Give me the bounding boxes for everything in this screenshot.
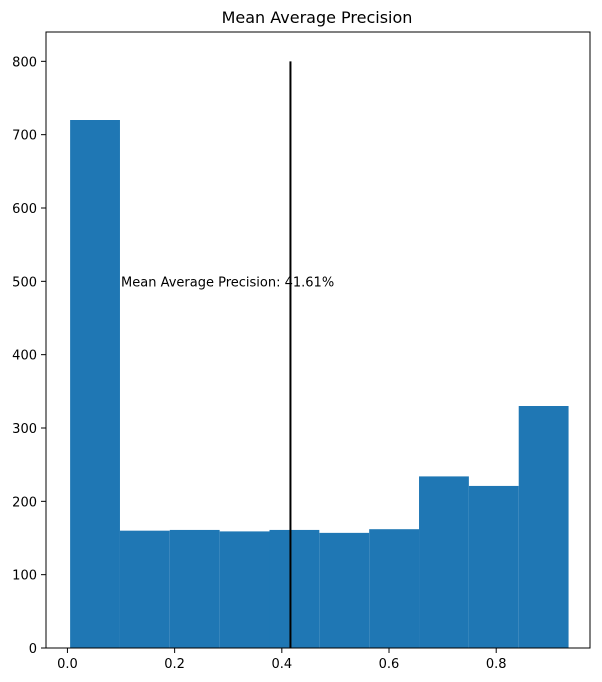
histogram-bar-1: [70, 120, 120, 648]
axes-frame: [45, 31, 591, 649]
x-tick-label: 0.4: [271, 657, 292, 672]
y-tick-label: 100: [12, 569, 37, 584]
x-tick-label: 0.2: [164, 657, 185, 672]
x-tick-label: 0.6: [379, 657, 400, 672]
y-tick-label: 600: [12, 202, 37, 217]
y-tick-label: 400: [12, 349, 37, 364]
mean-annotation: Mean Average Precision: 41.61%: [121, 275, 334, 290]
y-tick-label: 800: [12, 55, 37, 70]
x-tick-label: 0.8: [486, 657, 507, 672]
chart-title: Mean Average Precision: [222, 8, 413, 27]
histogram-bar-9: [468, 485, 519, 648]
histogram-bar-2: [119, 530, 170, 648]
histogram-bar-3: [169, 529, 220, 648]
histogram-bar-10: [518, 406, 569, 648]
bars-layer: [70, 120, 569, 648]
histogram-bar-7: [369, 529, 420, 648]
histogram-bar-6: [319, 532, 370, 648]
y-tick-label: 0: [29, 642, 37, 657]
histogram-bar-5: [269, 529, 320, 648]
annotation-layer: Mean Average Precision: 41.61%: [121, 275, 334, 290]
histogram-bar-4: [219, 531, 270, 648]
y-tick-label: 500: [12, 275, 37, 290]
histogram-bar-8: [419, 476, 469, 648]
y-tick-label: 200: [12, 495, 37, 510]
x-tick-label: 0.0: [57, 657, 78, 672]
y-tick-label: 300: [12, 422, 37, 437]
axes-layer: 0.0 0.2 0.4 0.6 0.8 0 100 200 300 400 500 600 700 800: [12, 31, 591, 672]
y-tick-label: 700: [12, 129, 37, 144]
